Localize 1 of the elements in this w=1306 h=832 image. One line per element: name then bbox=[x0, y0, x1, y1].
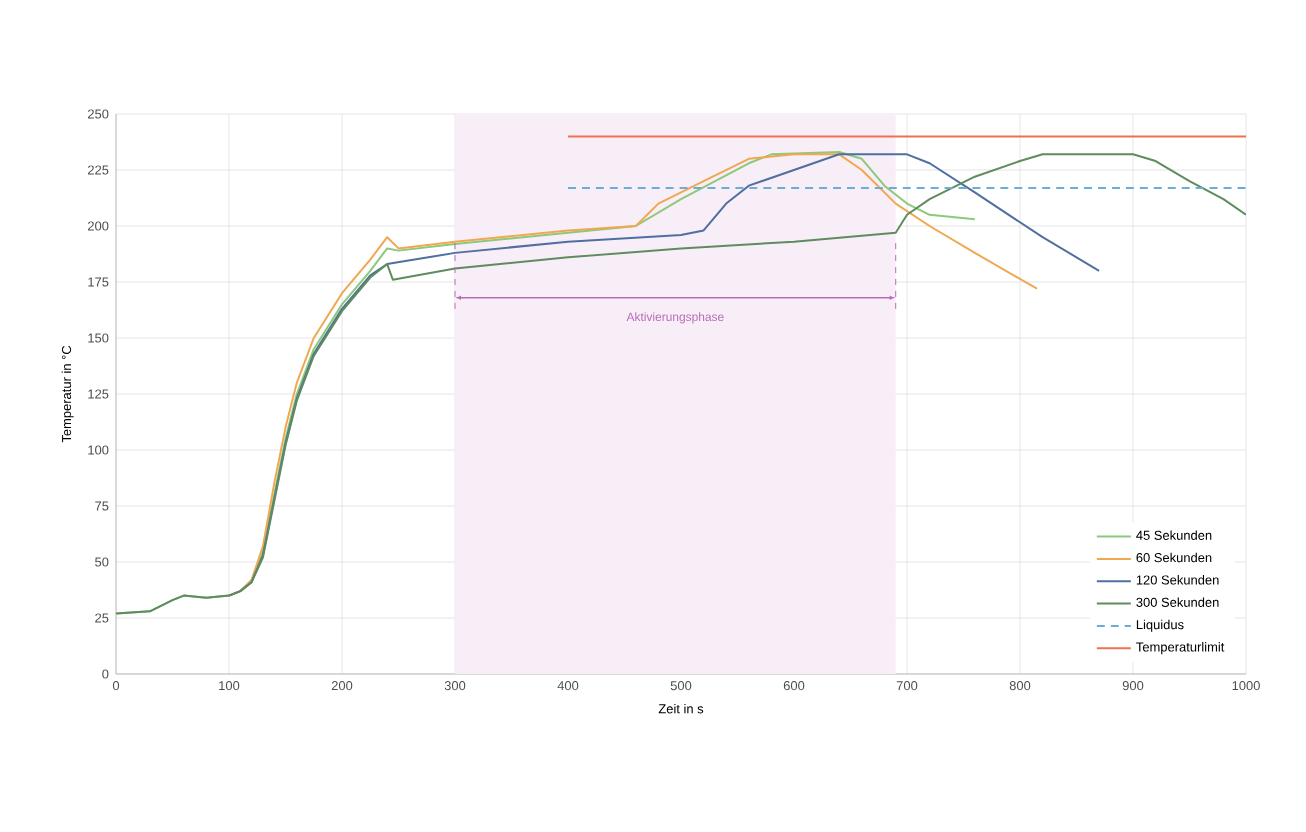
line-series bbox=[116, 153, 1247, 615]
